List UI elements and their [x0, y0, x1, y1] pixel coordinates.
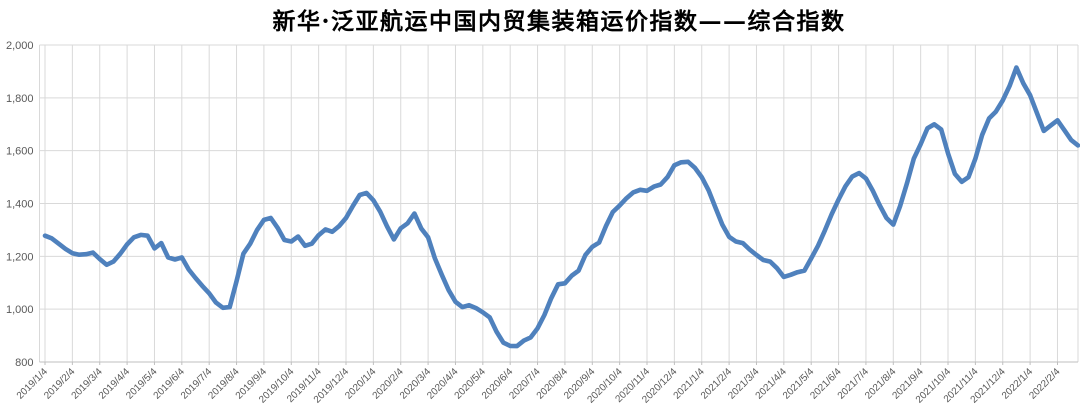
chart-title: 新华·泛亚航运中国内贸集装箱运价指数——综合指数 [272, 8, 846, 35]
x-axis-labels: 2019/1/42019/2/42019/3/42019/4/42019/5/4… [15, 366, 1063, 406]
gridlines [39, 44, 1079, 362]
y-tick-label: 2,000 [6, 40, 34, 52]
y-tick-label: 1,000 [6, 304, 34, 316]
y-tick-label: 1,400 [6, 199, 34, 211]
y-tick-label: 1,600 [6, 146, 34, 158]
y-tick-label: 800 [15, 357, 33, 369]
y-tick-label: 1,800 [6, 93, 34, 105]
y-tick-label: 1,200 [6, 251, 34, 263]
x-tick-label: 2022/2/4 [1027, 366, 1063, 402]
axis-lines [39, 361, 1078, 365]
composite-index-series [42, 65, 1080, 349]
y-axis-labels: 2,000 1,800 1,600 1,400 1,200 1,000 800 [6, 40, 34, 369]
